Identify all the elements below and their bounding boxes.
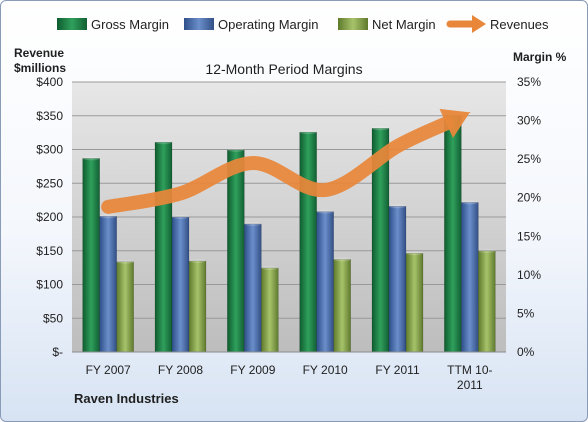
operating-margin-bar — [244, 223, 262, 353]
revenue-point — [252, 162, 254, 164]
x-tick-label-line: FY 2010 — [303, 363, 348, 377]
revenue-point — [107, 206, 109, 208]
left-axis-label-line2: $millions — [14, 61, 66, 75]
left-axis-label-line1: Revenue — [14, 46, 64, 60]
net-margin-bar — [478, 250, 496, 353]
legend-swatch-gross-margin — [57, 18, 87, 30]
right-tick-label: 35% — [517, 75, 541, 89]
gross-margin-bar-cap — [372, 126, 389, 131]
right-tick-label: 20% — [517, 191, 541, 205]
revenue-point — [397, 145, 398, 147]
legend-swatch-net-margin — [338, 18, 368, 30]
right-tick-label: 10% — [517, 268, 541, 282]
gross-margin-bar-cap — [299, 130, 317, 135]
left-tick-label: $250 — [36, 176, 63, 190]
x-tick-label: FY 2008 — [158, 363, 203, 377]
net-margin-bar-cap — [406, 251, 423, 256]
legend-arrowhead-revenues — [472, 15, 486, 33]
right-tick-label: 15% — [517, 229, 541, 243]
right-tick-label: 0% — [517, 345, 535, 359]
operating-margin-bar — [316, 211, 334, 353]
operating-margin-bar — [99, 215, 117, 353]
x-tick-label-line: FY 2009 — [230, 363, 275, 377]
operating-margin-bar — [388, 205, 407, 353]
left-tick-label: $200 — [36, 210, 63, 224]
left-tick-label: $350 — [36, 109, 63, 123]
right-tick-label: 5% — [517, 306, 535, 320]
operating-margin-bar-cap — [99, 214, 117, 219]
x-tick-label: TTM 10-2011 — [447, 363, 492, 392]
right-tick-label: 30% — [517, 114, 541, 128]
gross-margin-bar — [444, 114, 462, 353]
x-tick-labels: FY 2007 FY 2008 FY 2009 FY 2010 FY 2011 TTM 1… — [86, 363, 493, 392]
operating-margin-bar — [171, 216, 190, 353]
operating-margin-bar-cap — [172, 215, 189, 219]
bars — [82, 113, 496, 353]
net-margin-bar — [116, 261, 134, 353]
right-tick-labels: 0% 5% 10% 15% 20% 25% 30% 35% — [517, 75, 541, 359]
revenue-point — [180, 192, 181, 194]
operating-margin-bar-cap — [316, 209, 334, 214]
left-tick-label: $100 — [36, 278, 63, 292]
gross-margin-bar — [154, 141, 173, 353]
x-tick-label-line: FY 2011 — [375, 363, 420, 377]
left-tick-label: $150 — [36, 244, 63, 258]
net-margin-bar-cap — [333, 257, 351, 262]
revenue-point — [469, 111, 471, 113]
left-tick-label: $300 — [36, 143, 63, 157]
legend: Gross Margin Operating Margin Net Margin… — [57, 15, 549, 33]
gross-margin-bar — [82, 158, 100, 353]
operating-margin-bar-cap — [389, 204, 406, 209]
x-tick-label: FY 2009 — [230, 363, 275, 377]
left-tick-label: $50 — [43, 311, 63, 325]
right-axis-label: Margin % — [513, 50, 567, 64]
left-tick-label: $- — [52, 345, 63, 359]
legend-swatch-operating-margin — [184, 18, 214, 30]
legend-label-operating-margin: Operating Margin — [218, 17, 318, 32]
left-tick-labels: $- $50 $100 $150 $200 $250 $300 $350 $400 — [36, 75, 63, 359]
x-tick-label-line: FY 2008 — [158, 363, 203, 377]
x-tick-label: FY 2007 — [86, 363, 131, 377]
net-margin-bar-cap — [261, 265, 279, 270]
operating-margin-bar-cap — [244, 221, 262, 226]
net-margin-bar-cap — [189, 258, 206, 263]
company-name: Raven Industries — [74, 391, 179, 406]
chart-title: 12-Month Period Margins — [205, 61, 362, 77]
revenue-point — [324, 189, 326, 191]
revenue-line — [101, 108, 471, 214]
legend-label-revenues: Revenues — [490, 17, 549, 32]
legend-label-gross-margin: Gross Margin — [91, 17, 169, 32]
x-tick-label-line: TTM 10- — [447, 363, 492, 377]
left-axis-label: Revenue $millions — [14, 46, 67, 75]
gross-margin-bar — [227, 149, 245, 353]
gross-margin-bar-cap — [155, 140, 172, 145]
gross-margin-bar-cap — [227, 147, 245, 152]
x-tick-label-line: 2011 — [457, 378, 483, 392]
net-margin-bar-cap — [478, 248, 496, 253]
gross-margin-bar-cap — [82, 156, 100, 161]
x-tick-label: FY 2010 — [303, 363, 348, 377]
net-margin-bar — [333, 259, 351, 353]
operating-margin-bar — [461, 202, 479, 353]
gross-margin-bar — [299, 131, 317, 353]
legend-label-net-margin: Net Margin — [372, 17, 436, 32]
operating-margin-bar-cap — [461, 200, 479, 205]
revenue-arrowhead — [439, 108, 470, 138]
x-tick-label-line: FY 2007 — [86, 363, 131, 377]
net-margin-bar — [261, 267, 279, 353]
net-margin-bar-cap — [116, 259, 134, 264]
net-margin-bar — [405, 253, 424, 353]
left-tick-label: $400 — [36, 75, 63, 89]
right-tick-label: 25% — [517, 152, 541, 166]
net-margin-bar — [188, 260, 207, 353]
x-tick-label: FY 2011 — [375, 363, 420, 377]
